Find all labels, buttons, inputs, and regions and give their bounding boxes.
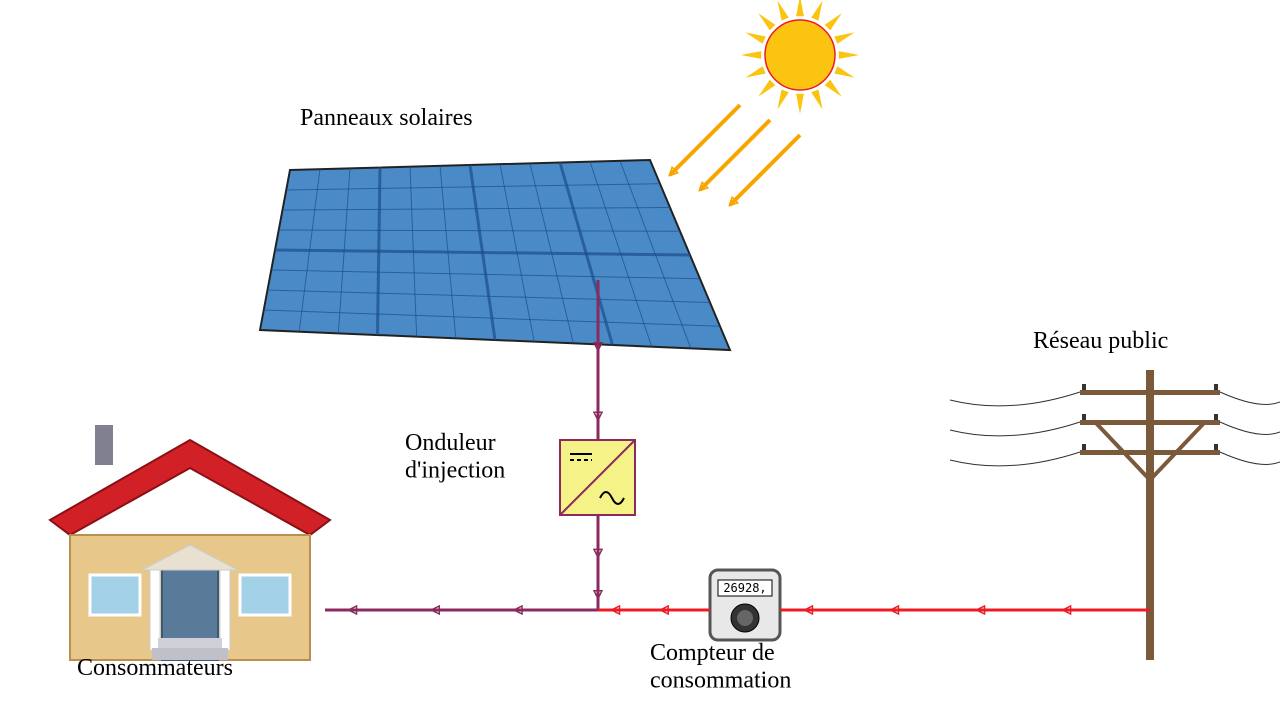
inverter-label: Onduleurd'injection [405,430,505,484]
utility-pole-icon [950,370,1280,660]
grid-label: Réseau public [1033,328,1168,354]
sun-ray [700,120,770,190]
sun-ray [730,135,800,205]
svg-text:26928,: 26928, [723,581,766,595]
meter-icon: 26928, [710,570,780,640]
meter-label: Compteur deconsommation [650,640,791,694]
solar-panel-label: Panneaux solaires [300,105,473,131]
inverter-icon [560,440,635,515]
sun-icon [741,0,859,114]
sun-ray [670,105,740,175]
house-icon [50,425,330,660]
solar-panel-icon [260,160,730,350]
consumers-label: Consommateurs [77,655,233,681]
